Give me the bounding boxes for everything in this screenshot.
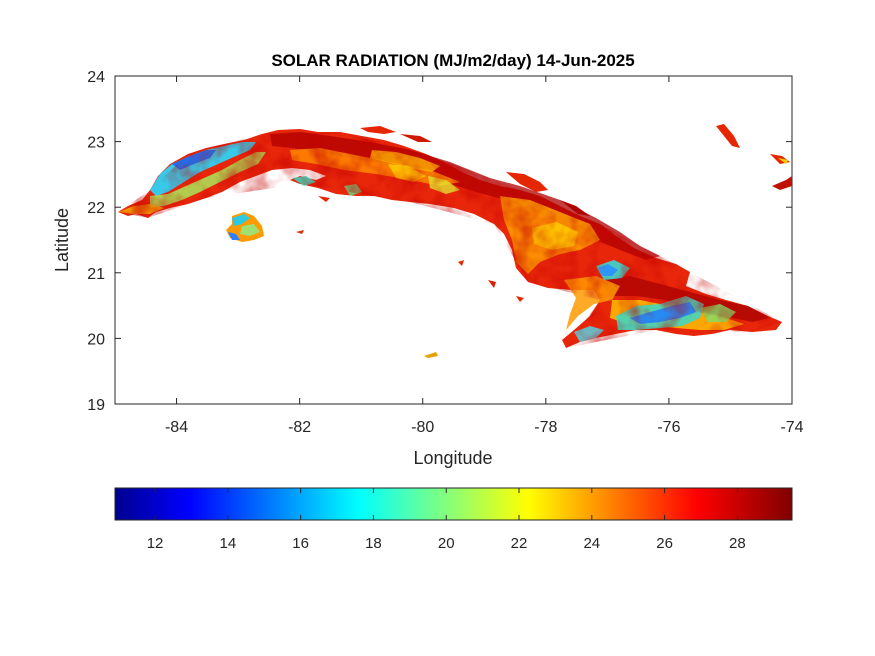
y-axis-label: Latitude: [52, 208, 72, 272]
x-tick-label: -80: [411, 419, 434, 436]
y-tick-label: 21: [87, 266, 105, 283]
x-axis: -84 -82 -80 -78 -76 -74: [165, 76, 804, 436]
colorbar-tick-label: 26: [656, 535, 673, 552]
map-axes: [114, 75, 793, 405]
y-tick-label: 22: [87, 200, 105, 217]
x-axis-label: Longitude: [413, 448, 492, 468]
y-tick-label: 20: [87, 331, 105, 348]
x-tick-label: -74: [780, 419, 803, 436]
y-tick-label: 23: [87, 135, 105, 152]
colorbar: [114, 487, 793, 521]
map-title: SOLAR RADIATION (MJ/m2/day) 14-Jun-2025: [271, 51, 634, 70]
colorbar-tick-label: 28: [729, 535, 746, 552]
radiation-field: [118, 124, 792, 358]
x-tick-label: -82: [288, 419, 311, 436]
x-tick-label: -76: [657, 419, 680, 436]
colorbar-tick-label: 16: [292, 535, 309, 552]
x-tick-label: -78: [534, 419, 557, 436]
y-axis: 19 20 21 22 23 24: [87, 69, 792, 414]
x-tick-label: -84: [165, 419, 188, 436]
y-tick-label: 19: [87, 397, 105, 414]
colorbar-tick-label: 14: [219, 535, 236, 552]
colorbar-tick-label: 24: [583, 535, 600, 552]
colorbar-ticks: 12 14 16 18 20 22 24 26 28: [147, 488, 746, 552]
y-tick-label: 24: [87, 69, 105, 86]
colorbar-tick-label: 12: [147, 535, 164, 552]
colorbar-tick-label: 22: [511, 535, 528, 552]
colorbar-tick-label: 20: [438, 535, 455, 552]
colorbar-tick-label: 18: [365, 535, 382, 552]
